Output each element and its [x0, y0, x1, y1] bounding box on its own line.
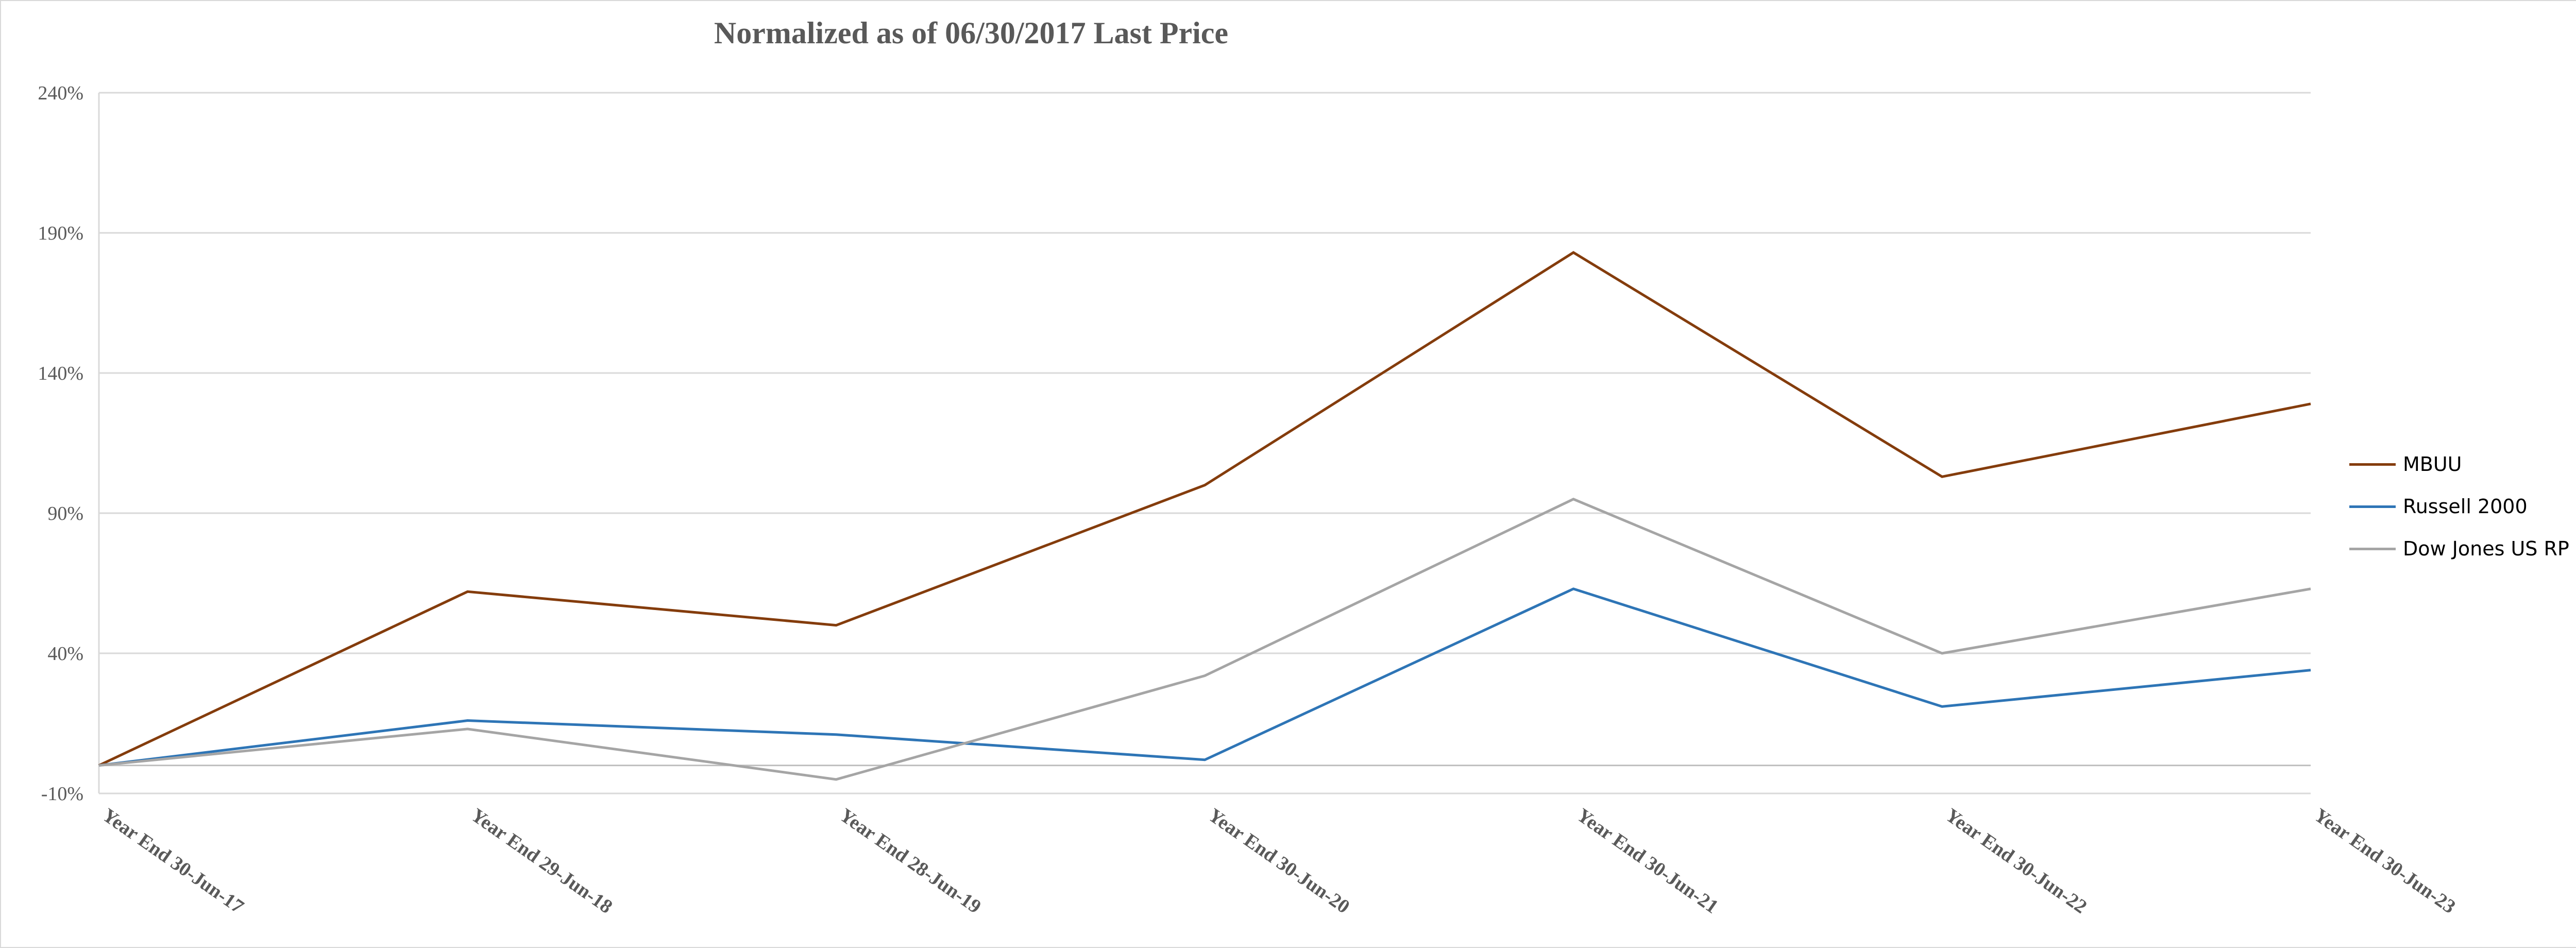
chart-title: Normalized as of 06/30/2017 Last Price	[714, 16, 1229, 50]
x-tick-label: Year End 29-Jun-18	[467, 804, 616, 918]
y-tick-label: 40%	[47, 643, 83, 665]
y-tick-label: 240%	[38, 82, 83, 104]
x-tick-label: Year End 30-Jun-22	[1941, 804, 2091, 918]
legend-label: Russell 2000	[2403, 495, 2528, 518]
series-line	[98, 587, 2311, 767]
series-line	[98, 498, 2311, 781]
y-tick-label: 190%	[38, 223, 83, 244]
x-tick-label: Year End 28-Jun-19	[836, 804, 985, 918]
series-line	[98, 251, 2311, 767]
legend-swatch	[2349, 547, 2396, 550]
legend: MBUU Russell 2000 Dow Jones US RP	[2349, 443, 2569, 570]
x-tick-label: Year End 30-Jun-17	[98, 804, 248, 918]
y-tick-label: 90%	[47, 503, 83, 524]
legend-swatch	[2349, 505, 2396, 508]
legend-label: Dow Jones US RP	[2403, 537, 2569, 560]
y-tick-label: 140%	[38, 363, 83, 384]
x-tick-label: Year End 30-Jun-20	[1204, 804, 1353, 918]
legend-item: MBUU	[2349, 443, 2569, 485]
x-tick-label: Year End 30-Jun-23	[2310, 804, 2460, 918]
x-tick-label: Year End 30-Jun-21	[1573, 804, 1722, 918]
legend-label: MBUU	[2403, 453, 2462, 476]
legend-item: Dow Jones US RP	[2349, 528, 2569, 570]
y-tick-label: -10%	[41, 783, 83, 805]
legend-item: Russell 2000	[2349, 485, 2569, 528]
legend-swatch	[2349, 463, 2396, 466]
